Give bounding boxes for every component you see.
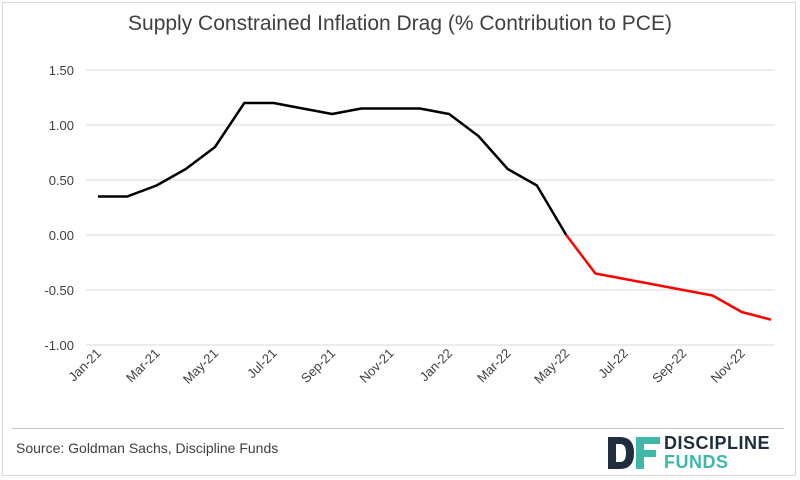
y-tick-label: 1.50: [49, 63, 74, 78]
y-tick-label: 0.00: [49, 228, 74, 243]
discipline-funds-logo: DISCIPLINE FUNDS: [606, 432, 791, 474]
footer-divider: [12, 428, 784, 429]
x-tick-label: May-21: [180, 346, 221, 387]
df-logo-mark-icon: [608, 437, 660, 469]
x-tick-label: Sep-21: [298, 346, 338, 386]
y-tick-label: 1.00: [49, 118, 74, 133]
y-tick-label: -0.50: [44, 283, 74, 298]
x-tick-label: Nov-21: [356, 346, 396, 386]
source-note: Source: Goldman Sachs, Discipline Funds: [16, 440, 279, 456]
chart-title: Supply Constrained Inflation Drag (% Con…: [128, 12, 672, 35]
y-tick-label: 0.50: [49, 173, 74, 188]
logo-text-line2: FUNDS: [664, 452, 729, 472]
x-tick-label: Jan-22: [417, 346, 456, 385]
series-line-actual: [98, 101, 568, 236]
x-tick-label: Mar-21: [123, 346, 163, 386]
series-line-forecast: [565, 234, 772, 321]
x-tick-label: Jul-21: [244, 346, 280, 382]
x-tick-label: Nov-22: [708, 346, 748, 386]
x-tick-label: May-22: [531, 346, 572, 387]
x-tick-label: Sep-22: [649, 346, 689, 386]
x-tick-label: Mar-22: [474, 346, 514, 386]
x-tick-label: Jul-22: [595, 346, 631, 382]
y-tick-label: -1.00: [44, 338, 74, 353]
logo-text-line1: DISCIPLINE: [664, 433, 771, 453]
